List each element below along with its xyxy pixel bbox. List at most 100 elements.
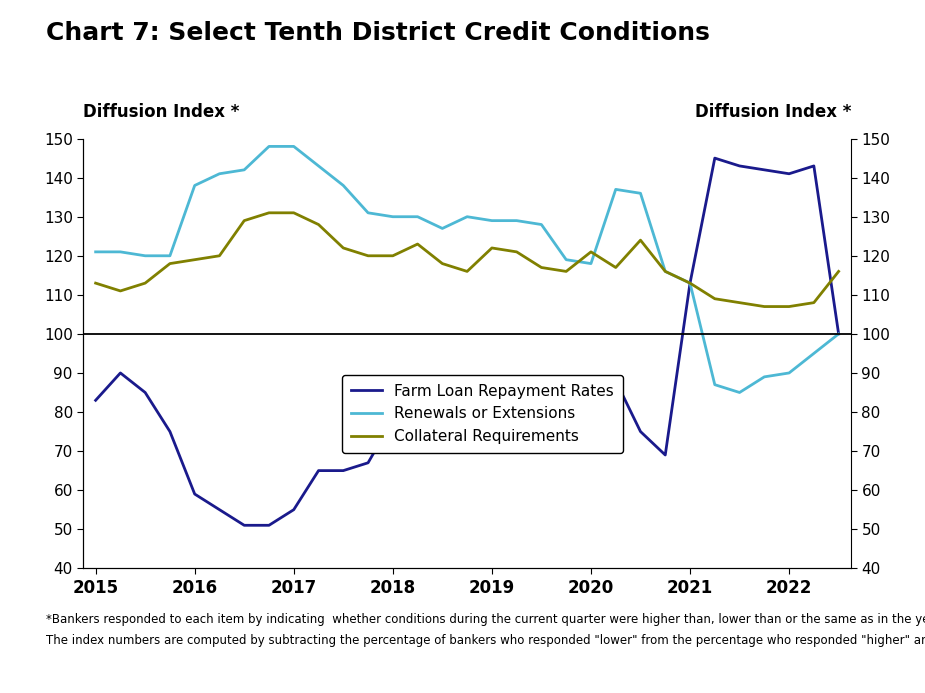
Collateral Requirements <box>214 252 225 260</box>
Farm Loan Repayment Rates <box>289 505 300 514</box>
Collateral Requirements <box>758 302 770 310</box>
Collateral Requirements <box>660 267 671 276</box>
Renewals or Extensions <box>214 170 225 178</box>
Renewals or Extensions <box>684 279 696 288</box>
Renewals or Extensions <box>90 247 101 256</box>
Farm Loan Repayment Rates <box>808 161 820 170</box>
Collateral Requirements <box>115 287 126 295</box>
Renewals or Extensions <box>808 349 820 358</box>
Farm Loan Repayment Rates <box>338 466 349 475</box>
Farm Loan Repayment Rates <box>561 423 572 432</box>
Farm Loan Repayment Rates <box>734 161 746 170</box>
Farm Loan Repayment Rates <box>437 423 448 432</box>
Farm Loan Repayment Rates <box>709 154 721 162</box>
Renewals or Extensions <box>660 267 671 276</box>
Farm Loan Repayment Rates <box>90 396 101 405</box>
Farm Loan Repayment Rates <box>487 443 498 451</box>
Collateral Requirements <box>561 267 572 276</box>
Text: Diffusion Index *: Diffusion Index * <box>695 103 851 121</box>
Collateral Requirements <box>388 252 399 260</box>
Collateral Requirements <box>487 244 498 252</box>
Text: Chart 7: Select Tenth District Credit Conditions: Chart 7: Select Tenth District Credit Co… <box>46 21 710 45</box>
Farm Loan Repayment Rates <box>610 376 622 385</box>
Renewals or Extensions <box>833 330 845 338</box>
Renewals or Extensions <box>289 142 300 150</box>
Collateral Requirements <box>462 267 473 276</box>
Farm Loan Repayment Rates <box>833 330 845 338</box>
Renewals or Extensions <box>783 369 795 377</box>
Collateral Requirements <box>289 209 300 217</box>
Text: Diffusion Index *: Diffusion Index * <box>83 103 240 121</box>
Farm Loan Repayment Rates <box>512 408 523 416</box>
Farm Loan Repayment Rates <box>412 412 423 420</box>
Collateral Requirements <box>783 302 795 310</box>
Text: *Bankers responded to each item by indicating  whether conditions during the cur: *Bankers responded to each item by indic… <box>46 613 925 626</box>
Farm Loan Repayment Rates <box>660 451 671 459</box>
Renewals or Extensions <box>363 209 374 217</box>
Collateral Requirements <box>412 240 423 248</box>
Collateral Requirements <box>437 259 448 267</box>
Line: Farm Loan Repayment Rates: Farm Loan Repayment Rates <box>95 158 839 525</box>
Renewals or Extensions <box>536 220 547 229</box>
Collateral Requirements <box>709 295 721 303</box>
Farm Loan Repayment Rates <box>189 490 200 498</box>
Collateral Requirements <box>90 279 101 288</box>
Farm Loan Repayment Rates <box>536 408 547 416</box>
Collateral Requirements <box>512 247 523 256</box>
Collateral Requirements <box>635 236 646 245</box>
Legend: Farm Loan Repayment Rates, Renewals or Extensions, Collateral Requirements: Farm Loan Repayment Rates, Renewals or E… <box>342 375 623 453</box>
Farm Loan Repayment Rates <box>462 428 473 436</box>
Renewals or Extensions <box>239 166 250 174</box>
Collateral Requirements <box>264 209 275 217</box>
Collateral Requirements <box>734 299 746 307</box>
Renewals or Extensions <box>338 182 349 190</box>
Line: Renewals or Extensions: Renewals or Extensions <box>95 146 839 392</box>
Renewals or Extensions <box>412 213 423 221</box>
Farm Loan Repayment Rates <box>388 416 399 424</box>
Farm Loan Repayment Rates <box>313 466 324 475</box>
Collateral Requirements <box>363 252 374 260</box>
Farm Loan Repayment Rates <box>140 388 151 396</box>
Farm Loan Repayment Rates <box>758 166 770 174</box>
Renewals or Extensions <box>189 182 200 190</box>
Renewals or Extensions <box>313 161 324 170</box>
Collateral Requirements <box>610 263 622 272</box>
Line: Collateral Requirements: Collateral Requirements <box>95 213 839 306</box>
Collateral Requirements <box>239 216 250 225</box>
Renewals or Extensions <box>165 252 176 260</box>
Farm Loan Repayment Rates <box>214 505 225 514</box>
Farm Loan Repayment Rates <box>115 369 126 377</box>
Renewals or Extensions <box>388 213 399 221</box>
Collateral Requirements <box>833 267 845 276</box>
Collateral Requirements <box>536 263 547 272</box>
Renewals or Extensions <box>709 380 721 389</box>
Collateral Requirements <box>684 279 696 288</box>
Farm Loan Repayment Rates <box>635 428 646 436</box>
Farm Loan Repayment Rates <box>783 170 795 178</box>
Collateral Requirements <box>808 299 820 307</box>
Renewals or Extensions <box>610 185 622 193</box>
Renewals or Extensions <box>140 252 151 260</box>
Collateral Requirements <box>165 259 176 267</box>
Farm Loan Repayment Rates <box>239 521 250 529</box>
Farm Loan Repayment Rates <box>264 521 275 529</box>
Renewals or Extensions <box>437 225 448 233</box>
Renewals or Extensions <box>586 259 597 267</box>
Farm Loan Repayment Rates <box>684 279 696 288</box>
Renewals or Extensions <box>512 216 523 225</box>
Collateral Requirements <box>338 244 349 252</box>
Renewals or Extensions <box>462 213 473 221</box>
Farm Loan Repayment Rates <box>165 428 176 436</box>
Farm Loan Repayment Rates <box>363 459 374 467</box>
Collateral Requirements <box>313 220 324 229</box>
Farm Loan Repayment Rates <box>586 423 597 432</box>
Renewals or Extensions <box>734 388 746 396</box>
Renewals or Extensions <box>487 216 498 225</box>
Text: The index numbers are computed by subtracting the percentage of bankers who resp: The index numbers are computed by subtra… <box>46 634 925 647</box>
Collateral Requirements <box>189 256 200 264</box>
Renewals or Extensions <box>264 142 275 150</box>
Collateral Requirements <box>586 247 597 256</box>
Renewals or Extensions <box>115 247 126 256</box>
Collateral Requirements <box>140 279 151 288</box>
Renewals or Extensions <box>561 256 572 264</box>
